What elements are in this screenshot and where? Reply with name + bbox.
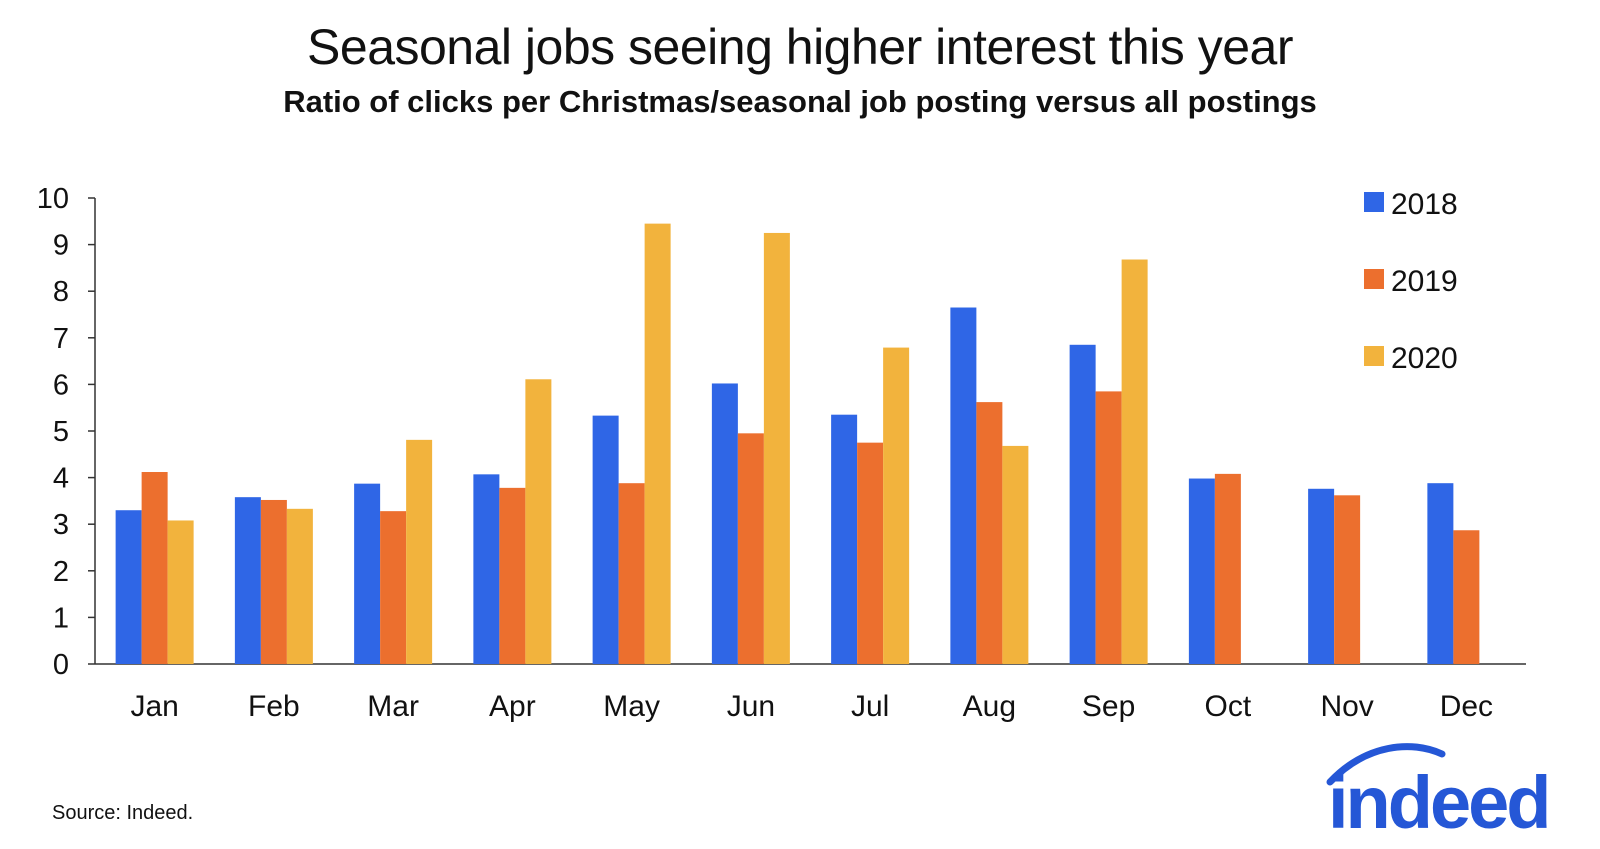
bars	[115, 223, 1480, 664]
bar-2019-jan	[141, 472, 168, 664]
x-tick-label: May	[603, 690, 660, 723]
y-tick-label: 7	[53, 323, 69, 355]
legend-label-2019: 2019	[1391, 265, 1458, 298]
bar-2018-aug	[950, 307, 977, 664]
y-tick-label: 5	[53, 416, 69, 448]
bar-2020-jan	[167, 520, 194, 664]
x-axis: Jan Feb Mar Apr May Jun Jul Aug Sep Oct Nov Dec	[95, 663, 1526, 723]
bar-2020-sep	[1121, 259, 1148, 664]
bar-2018-apr	[473, 474, 500, 664]
bar-2019-feb	[260, 499, 287, 664]
bar-2019-mar	[380, 511, 407, 664]
x-tick-label: Jul	[851, 690, 889, 723]
y-tick-label: 1	[53, 602, 69, 634]
legend-swatch-2019	[1364, 269, 1384, 289]
bar-2018-feb	[234, 497, 261, 664]
bar-2020-may	[644, 223, 671, 664]
chart-subtitle: Ratio of clicks per Christmas/seasonal j…	[283, 84, 1317, 119]
y-axis: 0 1 2 3 4 5 6 7 8 9 10	[37, 183, 96, 681]
bar-2019-jun	[737, 433, 764, 664]
bar-2019-oct	[1214, 473, 1241, 664]
bar-2020-jun	[763, 232, 790, 664]
source-note: Source: Indeed.	[52, 802, 194, 824]
bar-2019-dec	[1453, 530, 1480, 664]
y-tick-label: 10	[37, 183, 69, 215]
y-tick-label: 8	[53, 276, 69, 308]
bar-2019-jul	[857, 442, 884, 664]
bar-2018-sep	[1069, 344, 1096, 664]
bar-2018-may	[592, 415, 619, 664]
bar-2018-dec	[1427, 483, 1454, 664]
bar-2020-mar	[406, 439, 433, 664]
y-tick-label: 3	[53, 509, 69, 541]
bar-2020-aug	[1002, 445, 1029, 664]
bar-2018-nov	[1308, 488, 1335, 664]
bar-2018-jan	[115, 510, 142, 664]
y-tick-label: 0	[53, 649, 69, 681]
x-tick-label: Sep	[1082, 690, 1135, 723]
x-tick-label: Dec	[1440, 690, 1493, 723]
y-tick-label: 2	[53, 556, 69, 588]
bar-2018-jun	[711, 383, 738, 664]
bar-2018-oct	[1188, 478, 1215, 664]
bar-2018-jul	[831, 414, 858, 664]
x-tick-label: Aug	[963, 690, 1016, 723]
bar-2020-apr	[525, 379, 552, 664]
bar-2020-jul	[883, 347, 910, 664]
bar-2018-mar	[354, 483, 381, 664]
y-tick-label: 6	[53, 369, 69, 401]
legend-swatch-2018	[1364, 192, 1384, 212]
x-tick-label: Oct	[1205, 690, 1252, 723]
bar-2019-sep	[1095, 391, 1122, 664]
x-tick-label: Mar	[367, 690, 419, 723]
bar-2019-apr	[499, 487, 526, 664]
legend-label-2018: 2018	[1391, 188, 1458, 221]
y-tick-label: 4	[53, 463, 69, 495]
x-tick-label: Apr	[489, 690, 536, 723]
svg-text:indeed: indeed	[1328, 761, 1548, 840]
y-tick-label: 9	[53, 230, 69, 262]
x-tick-label: Jan	[130, 690, 178, 723]
legend: 2018 2019 2020	[1364, 188, 1458, 375]
logo-arc-icon	[1326, 743, 1446, 786]
x-tick-label: Feb	[248, 690, 300, 723]
bar-2020-feb	[286, 508, 313, 664]
bar-2019-aug	[976, 402, 1003, 664]
legend-swatch-2020	[1364, 346, 1384, 366]
x-tick-label: Jun	[727, 690, 775, 723]
legend-label-2020: 2020	[1391, 342, 1458, 375]
indeed-logo: indeed	[1326, 743, 1551, 840]
bar-2019-may	[618, 483, 645, 664]
chart-title: Seasonal jobs seeing higher interest thi…	[307, 19, 1293, 75]
x-tick-label: Nov	[1320, 690, 1373, 723]
bar-2019-nov	[1334, 495, 1361, 664]
